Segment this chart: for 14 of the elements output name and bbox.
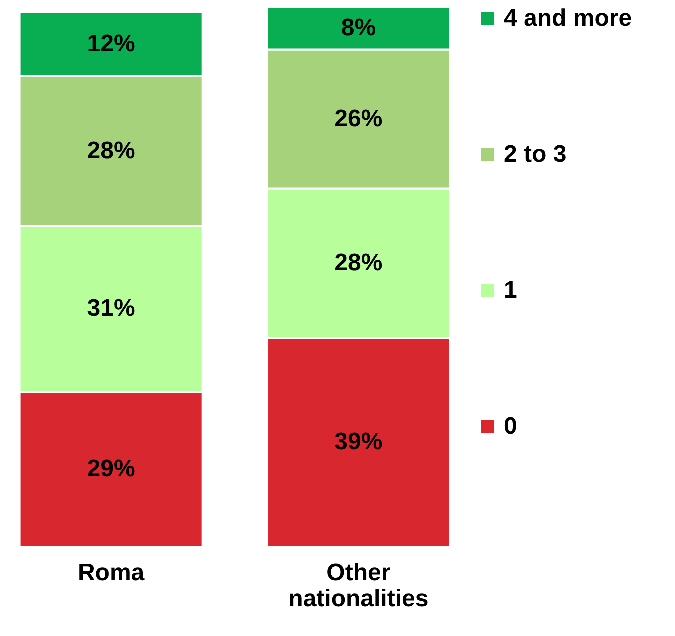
legend-label: 2 to 3 [504, 141, 567, 168]
x-tick-label: Roma [78, 560, 146, 586]
data-label: 12% [87, 30, 136, 58]
data-label: 31% [87, 295, 136, 322]
legend-label: 1 [504, 277, 518, 304]
x-tick-label: Other nationalities [288, 560, 429, 612]
data-label: 8% [341, 14, 376, 42]
data-label: 28% [334, 250, 383, 277]
data-label: 39% [334, 428, 383, 456]
legend-label: 0 [504, 413, 518, 440]
data-label: 28% [87, 137, 136, 164]
data-label: 29% [87, 455, 136, 482]
legend-label: 4 and more [504, 5, 632, 32]
data-label: 26% [334, 105, 383, 132]
